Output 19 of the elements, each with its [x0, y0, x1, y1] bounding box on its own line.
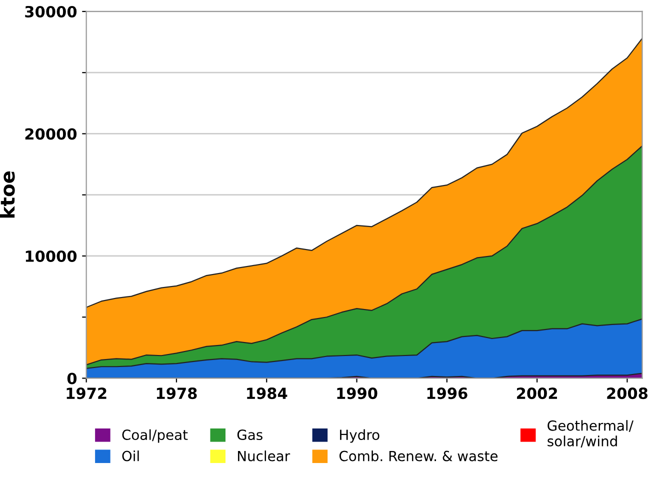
legend-label: Oil [122, 450, 139, 462]
legend-label: Nuclear [238, 450, 290, 462]
y-tick-label: 20000 [25, 128, 77, 140]
x-tick-label: 2002 [517, 388, 557, 400]
x-tick-label: 1984 [247, 388, 288, 400]
x-tick-label: 1972 [66, 388, 106, 400]
x-tick-label: 1990 [337, 388, 378, 400]
legend-label: Coal/peat [122, 429, 188, 443]
legend-label: Hydro [340, 429, 380, 443]
x-tick-label: 2008 [607, 388, 648, 400]
y-tick-label: 10000 [26, 250, 77, 262]
legend-label: Gas [237, 430, 262, 440]
x-tick-label: 1978 [156, 388, 197, 400]
y-axis-title: ktoe [0, 171, 15, 218]
y-tick-label: 30000 [25, 6, 77, 18]
x-tick-label: 1996 [427, 388, 468, 400]
y-tick-label: 0 [67, 372, 77, 384]
legend-label: Geothermal/ solar/wind [548, 420, 634, 448]
legend-label: Comb. Renew. & waste [339, 450, 498, 462]
